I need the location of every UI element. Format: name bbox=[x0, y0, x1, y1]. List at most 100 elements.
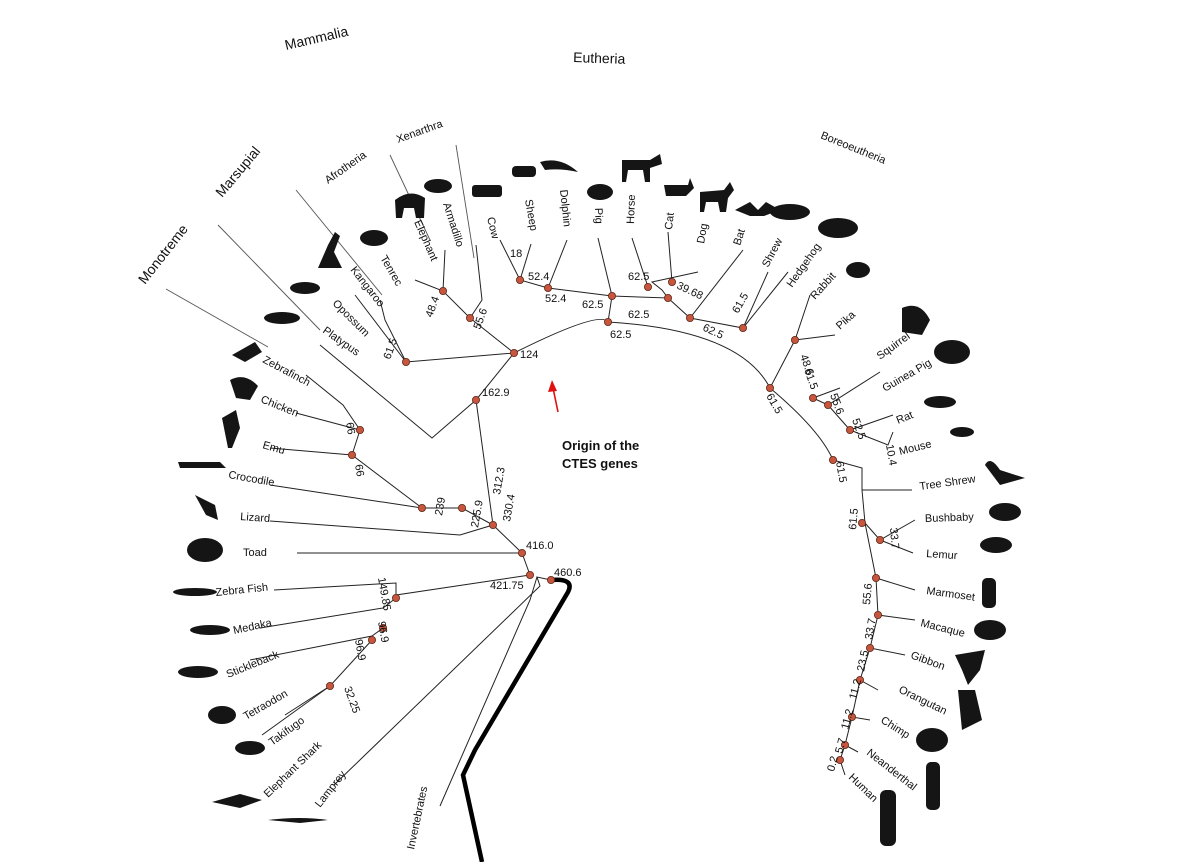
label-armadillo: Armadillo bbox=[440, 201, 466, 248]
pig-icon bbox=[587, 184, 613, 200]
elephant-icon bbox=[395, 193, 425, 218]
label-bat: Bat bbox=[731, 228, 748, 247]
label-chicken: Chicken bbox=[259, 394, 300, 420]
tree-nodes bbox=[325, 275, 885, 765]
age-11-2a: 11.2 bbox=[847, 678, 864, 701]
label-tetraodon: Tetraodon bbox=[242, 688, 290, 723]
crocodile-icon bbox=[178, 462, 226, 468]
label-mouse: Mouse bbox=[898, 438, 933, 458]
label-kangaroo: Kangaroo bbox=[348, 264, 387, 309]
age-416-0: 416.0 bbox=[526, 540, 554, 552]
age-33-7-cat: 33.7 bbox=[863, 617, 879, 640]
species-labels: Platypus Opossum Kangaroo Tenrec Elephan… bbox=[215, 189, 976, 810]
elephant-shark-icon bbox=[212, 794, 262, 808]
invertebrates-branch bbox=[460, 577, 572, 862]
age-62-5a: 62.5 bbox=[582, 299, 603, 311]
platypus-icon bbox=[264, 312, 300, 324]
label-rat: Rat bbox=[895, 409, 915, 427]
group-eutheria: Eutheria bbox=[573, 49, 626, 67]
age-61-5-shrew: 61.5 bbox=[730, 291, 751, 316]
guinea-pig-icon bbox=[934, 340, 970, 364]
age-225-9: 225.9 bbox=[469, 499, 486, 528]
origin-label-line2: CTES genes bbox=[562, 456, 638, 471]
age-0-2: 0.2 bbox=[825, 755, 841, 773]
label-elephant-shark: Elephant Shark bbox=[262, 739, 325, 800]
label-cat: Cat bbox=[663, 212, 677, 230]
human-icon bbox=[880, 790, 896, 846]
age-96-9b: 96.9 bbox=[352, 638, 368, 661]
label-neanderthal: Neanderthal bbox=[864, 747, 919, 793]
hedgehog-icon bbox=[818, 218, 858, 238]
label-toad: Toad bbox=[243, 547, 267, 559]
label-pig: Pig bbox=[592, 208, 605, 224]
node-age-labels: 460.6 421.75 416.0 330.4 312.3 225.9 239… bbox=[341, 248, 901, 773]
label-zebra-fish: Zebra Fish bbox=[215, 582, 269, 599]
label-dolphin: Dolphin bbox=[557, 189, 573, 227]
age-10-4: 10.4 bbox=[883, 443, 899, 466]
label-tree-shrew: Tree Shrew bbox=[919, 473, 977, 493]
tree-branches bbox=[249, 231, 916, 807]
label-crocodile: Crocodile bbox=[227, 469, 275, 489]
dolphin-icon bbox=[540, 160, 578, 172]
rabbit-icon bbox=[846, 262, 870, 278]
age-162-9: 162.9 bbox=[482, 387, 510, 399]
age-39-68: 39.68 bbox=[675, 280, 705, 303]
label-chimp: Chimp bbox=[878, 714, 911, 741]
age-96-9a: 96.9 bbox=[375, 620, 391, 643]
label-elephant: Elephant bbox=[411, 218, 440, 263]
takifugo-icon bbox=[235, 741, 265, 755]
age-61-5-glires: 61.5 bbox=[801, 367, 820, 391]
age-55-6-xen: 55.6 bbox=[472, 307, 491, 331]
chimp-icon bbox=[916, 728, 948, 752]
age-55-6-prim: 55.6 bbox=[861, 583, 875, 605]
neanderthal-icon bbox=[926, 762, 940, 810]
age-61-5-mars: 61.5 bbox=[382, 337, 401, 361]
label-horse: Horse bbox=[625, 194, 638, 224]
zebrafinch-icon bbox=[232, 342, 262, 362]
label-tenrec: Tenrec bbox=[377, 254, 404, 289]
age-66a: 66 bbox=[343, 421, 357, 435]
sheep-icon bbox=[512, 166, 536, 177]
label-stickleback: Stickleback bbox=[225, 649, 282, 681]
horse-icon bbox=[622, 154, 662, 182]
opossum-icon bbox=[290, 282, 320, 294]
medaka-icon bbox=[190, 625, 230, 635]
lizard-icon bbox=[195, 495, 218, 520]
label-marmoset: Marmoset bbox=[926, 585, 976, 604]
age-61-5-arc: 61.5 bbox=[763, 392, 784, 417]
age-48-4: 48.4 bbox=[424, 295, 443, 319]
age-62-5b: 62.5 bbox=[628, 271, 649, 283]
bushbaby-icon bbox=[989, 503, 1021, 521]
age-61-5-prim: 61.5 bbox=[847, 508, 861, 530]
origin-arrow bbox=[548, 380, 559, 413]
zebra-fish-icon bbox=[173, 588, 217, 596]
gibbon-icon bbox=[955, 650, 985, 685]
group-monotreme: Monotreme bbox=[135, 221, 191, 287]
marmoset-icon bbox=[982, 578, 996, 608]
age-149-85: 149.85 bbox=[375, 576, 393, 611]
squirrel-icon bbox=[902, 305, 930, 335]
label-takifugo: Takifugo bbox=[267, 715, 307, 749]
orangutan-icon bbox=[958, 690, 982, 730]
age-330-4: 330.4 bbox=[501, 493, 518, 522]
age-61-5-euarch: 61.5 bbox=[833, 460, 849, 483]
age-239: 239 bbox=[433, 496, 448, 516]
lamprey-icon bbox=[268, 818, 328, 823]
cat-icon bbox=[664, 178, 694, 196]
label-emu: Emu bbox=[261, 439, 286, 457]
group-boreoeutheria: Boreoeutheria bbox=[819, 130, 888, 167]
shrew-icon bbox=[770, 204, 810, 220]
age-11-2b: 11.2 bbox=[839, 708, 856, 731]
label-dog: Dog bbox=[695, 223, 710, 245]
label-zebrafinch: Zebrafinch bbox=[261, 354, 313, 389]
age-23-5: 23.5 bbox=[855, 649, 871, 672]
age-460-6: 460.6 bbox=[554, 567, 582, 579]
label-pika: Pika bbox=[834, 308, 859, 332]
dog-icon bbox=[700, 182, 734, 212]
toad-icon bbox=[187, 538, 223, 562]
age-32-25: 32.25 bbox=[341, 685, 362, 715]
label-rabbit: Rabbit bbox=[808, 270, 838, 302]
age-66b: 66 bbox=[352, 463, 366, 477]
age-421-75: 421.75 bbox=[490, 580, 524, 592]
animal-silhouettes bbox=[173, 154, 1025, 846]
